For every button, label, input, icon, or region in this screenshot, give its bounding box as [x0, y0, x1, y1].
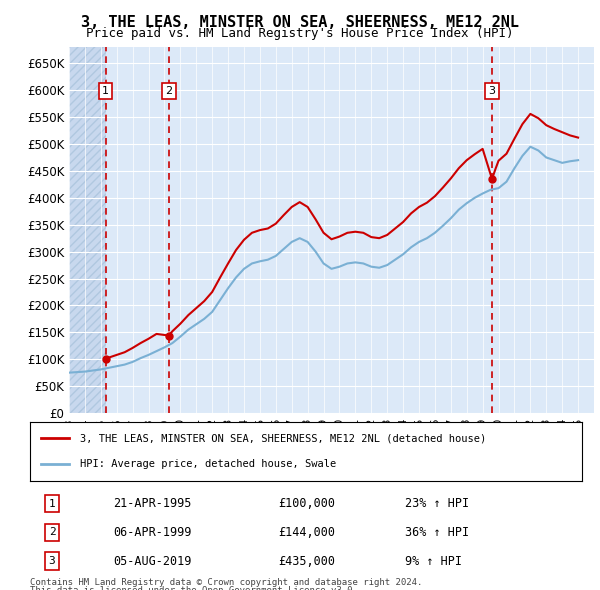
Bar [69, 47, 106, 413]
Text: 06-APR-1999: 06-APR-1999 [113, 526, 191, 539]
Text: 9% ↑ HPI: 9% ↑ HPI [406, 555, 463, 568]
Text: 2: 2 [49, 527, 55, 537]
Text: 2: 2 [165, 86, 172, 96]
Text: £100,000: £100,000 [278, 497, 335, 510]
Text: 3: 3 [49, 556, 55, 566]
Text: 3: 3 [488, 86, 496, 96]
Text: This data is licensed under the Open Government Licence v3.0.: This data is licensed under the Open Gov… [30, 586, 358, 590]
Text: 1: 1 [49, 499, 55, 509]
Text: 36% ↑ HPI: 36% ↑ HPI [406, 526, 469, 539]
Text: Contains HM Land Registry data © Crown copyright and database right 2024.: Contains HM Land Registry data © Crown c… [30, 578, 422, 587]
Text: 05-AUG-2019: 05-AUG-2019 [113, 555, 191, 568]
Text: Price paid vs. HM Land Registry's House Price Index (HPI): Price paid vs. HM Land Registry's House … [86, 27, 514, 40]
Text: 21-APR-1995: 21-APR-1995 [113, 497, 191, 510]
Text: £435,000: £435,000 [278, 555, 335, 568]
Text: 23% ↑ HPI: 23% ↑ HPI [406, 497, 469, 510]
Text: 1: 1 [102, 86, 109, 96]
Text: 3, THE LEAS, MINSTER ON SEA, SHEERNESS, ME12 2NL (detached house): 3, THE LEAS, MINSTER ON SEA, SHEERNESS, … [80, 434, 486, 443]
Text: 3, THE LEAS, MINSTER ON SEA, SHEERNESS, ME12 2NL: 3, THE LEAS, MINSTER ON SEA, SHEERNESS, … [81, 15, 519, 30]
Text: £144,000: £144,000 [278, 526, 335, 539]
Text: HPI: Average price, detached house, Swale: HPI: Average price, detached house, Swal… [80, 460, 336, 469]
